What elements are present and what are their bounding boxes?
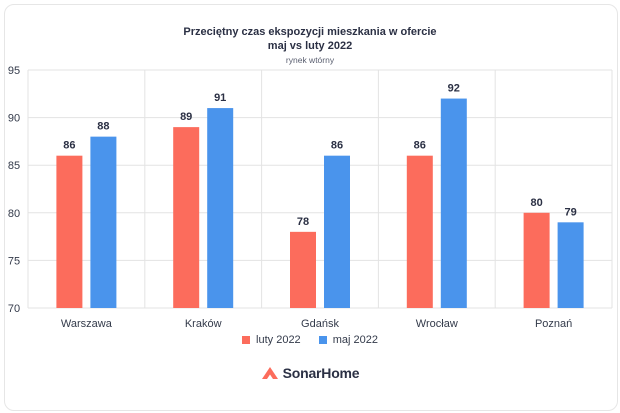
house-logo-icon [261, 367, 278, 379]
legend: luty 2022 maj 2022 [0, 334, 620, 346]
bar-Warszawa-luty 2022 [56, 155, 83, 308]
legend-swatch-luty [242, 336, 251, 344]
y-tick-label: 85 [8, 160, 20, 172]
x-category-label: Warszawa [61, 318, 113, 330]
bar-Gdańsk-maj 2022 [324, 155, 350, 308]
brand-logo: SonarHome [0, 365, 620, 381]
legend-label-maj: maj 2022 [332, 334, 378, 346]
legend-label-luty: luty 2022 [256, 334, 301, 346]
brand-name: SonarHome [282, 365, 360, 381]
data-label: 80 [530, 197, 542, 209]
y-tick-label: 90 [8, 113, 20, 125]
bar-Gdańsk-luty 2022 [290, 231, 316, 308]
x-category-label: Gdańsk [301, 318, 339, 330]
x-category-label: Poznań [535, 318, 572, 330]
y-tick-label: 70 [8, 303, 20, 315]
data-label: 88 [97, 121, 109, 133]
chart-title: Przeciętny czas ekspozycji mieszkania w … [183, 26, 437, 38]
bar-Warszawa-maj 2022 [90, 136, 117, 308]
data-label: 86 [331, 140, 343, 152]
x-category-label: Wrocław [416, 318, 458, 330]
bar-Kraków-luty 2022 [173, 127, 200, 309]
data-label: 89 [180, 111, 192, 123]
y-tick-label: 80 [8, 208, 20, 220]
data-label: 86 [63, 140, 75, 152]
data-label: 86 [414, 140, 426, 152]
x-category-label: Kraków [185, 318, 222, 330]
bar-Wrocław-maj 2022 [440, 98, 467, 308]
data-label: 92 [448, 83, 460, 95]
legend-item-luty: luty 2022 [242, 334, 301, 346]
y-tick-label: 75 [8, 255, 20, 267]
legend-swatch-maj [318, 336, 327, 344]
bar-Wrocław-luty 2022 [406, 155, 433, 308]
data-label: 78 [297, 216, 309, 228]
y-tick-label: 95 [8, 65, 20, 77]
data-label: 91 [214, 92, 226, 104]
bar-Kraków-maj 2022 [207, 108, 234, 308]
chart-subtitle: rynek wtórny [285, 55, 335, 65]
legend-item-maj: maj 2022 [318, 334, 378, 346]
chart-title-line2: maj vs luty 2022 [267, 40, 353, 52]
bar-Poznań-luty 2022 [523, 212, 550, 308]
data-label: 79 [564, 206, 576, 218]
bar-Poznań-maj 2022 [557, 222, 584, 308]
